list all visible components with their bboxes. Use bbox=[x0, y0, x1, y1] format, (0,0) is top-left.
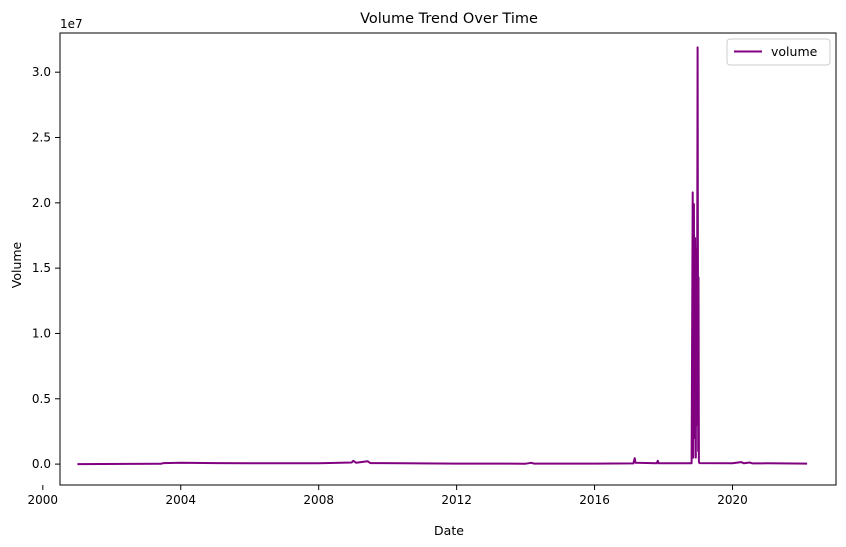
x-tick-label: 2004 bbox=[165, 493, 196, 507]
y-tick-label: 0.5 bbox=[32, 392, 51, 406]
y-tick-label: 2.0 bbox=[32, 196, 51, 210]
y-axis-ticks: 0.0 0.5 1.0 1.5 2.0 2.5 3.0 bbox=[32, 65, 60, 471]
legend-label-volume: volume bbox=[771, 44, 818, 59]
y-tick-label: 0.0 bbox=[32, 457, 51, 471]
legend: volume bbox=[726, 38, 831, 66]
x-tick-label: 2012 bbox=[441, 493, 472, 507]
y-tick-label: 1.5 bbox=[32, 261, 51, 275]
chart-title: Volume Trend Over Time bbox=[360, 11, 538, 27]
y-tick-label: 3.0 bbox=[32, 65, 51, 79]
plot-background bbox=[60, 33, 836, 485]
x-tick-label: 2016 bbox=[579, 493, 610, 507]
y-tick-label: 1.0 bbox=[32, 326, 51, 340]
x-tick-label: 2020 bbox=[717, 493, 748, 507]
x-axis-label: Date bbox=[434, 523, 464, 538]
axes-frame bbox=[59, 32, 837, 486]
x-tick-label: 2000 bbox=[28, 493, 59, 507]
y-axis-label: Volume bbox=[9, 241, 24, 288]
legend-box bbox=[726, 38, 831, 66]
series-line-volume bbox=[77, 46, 808, 466]
y-tick-label: 2.5 bbox=[32, 131, 51, 145]
x-axis-ticks: 2000 2004 2008 2012 2016 2020 bbox=[28, 485, 748, 507]
x-tick-label: 2008 bbox=[303, 493, 334, 507]
plot-area bbox=[59, 32, 837, 486]
y-offset-label: 1e7 bbox=[60, 17, 83, 31]
